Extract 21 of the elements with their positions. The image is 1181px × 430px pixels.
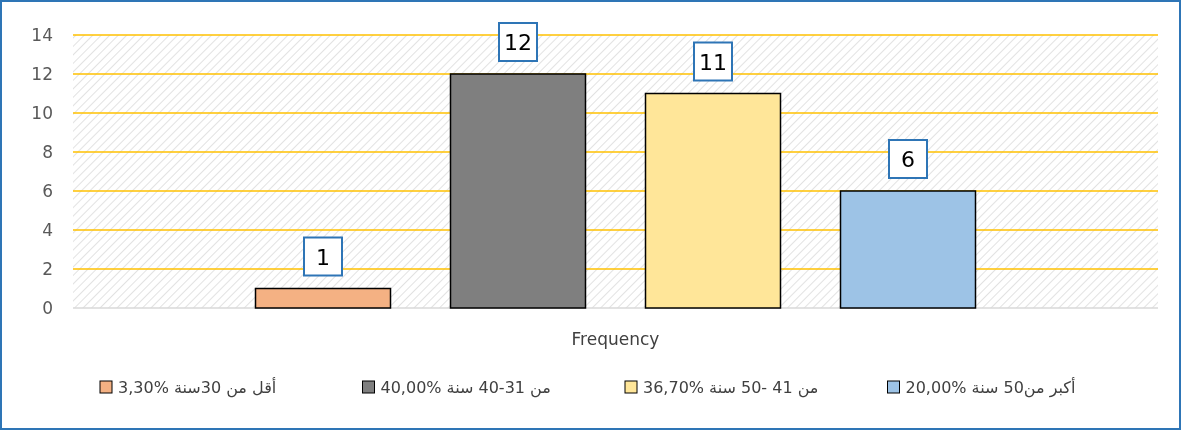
- bar: [254, 287, 392, 309]
- bar: [449, 73, 587, 309]
- data-label: 12: [504, 30, 532, 55]
- legend-label: من 31-40 سنة %40,00: [380, 378, 551, 398]
- bar: [644, 92, 782, 309]
- legend-label: أكبر من50 سنة %20,00: [905, 377, 1076, 398]
- y-tick-label: 8: [42, 142, 53, 162]
- data-label: 1: [316, 244, 330, 270]
- data-label: 6: [901, 147, 915, 172]
- y-tick-label: 10: [31, 103, 53, 123]
- x-tick-label: Frequency: [571, 329, 660, 349]
- y-tick-label: 2: [42, 259, 53, 279]
- y-tick-label: 0: [42, 298, 53, 318]
- y-tick-label: 14: [31, 25, 53, 45]
- y-tick-label: 6: [42, 181, 53, 201]
- legend-label: من 41 -50 سنة %36,70: [643, 378, 819, 398]
- y-tick-label: 4: [42, 220, 53, 240]
- data-label: 11: [699, 49, 727, 75]
- y-tick-label: 12: [31, 64, 53, 84]
- legend-label: أقل من 30سنة %3,30: [118, 377, 277, 398]
- bar: [839, 190, 977, 309]
